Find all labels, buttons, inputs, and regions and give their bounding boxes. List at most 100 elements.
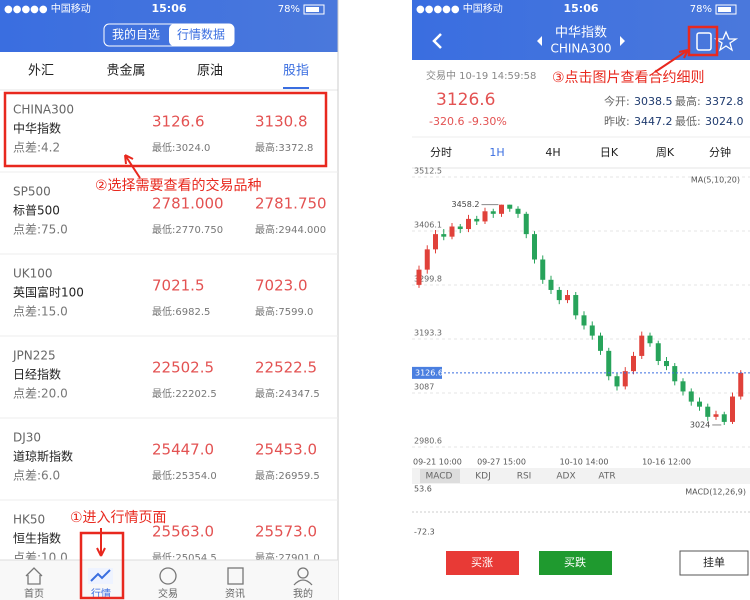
candle-body [697,401,702,407]
y-tick-label: 2980.6 [414,436,442,445]
candle-body [449,226,455,237]
y-tick-label: 3406.1 [414,221,442,230]
indicator-active [420,469,460,483]
battery: 78% [690,4,712,15]
indicator-tab[interactable]: ADX [556,472,575,482]
candle-body [639,335,645,356]
period-tab[interactable]: 1H [489,146,504,159]
arrow [654,49,689,73]
low-annotation: 3024 [690,420,710,429]
candle-body [556,289,562,301]
spread: 点差:75.0 [13,223,68,237]
buy-up-button[interactable] [446,551,519,575]
annotation: ③点击图片查看合约细则 [552,70,705,86]
period-tab[interactable]: 分时 [430,146,452,159]
stat-value: 3024.0 [705,115,744,128]
tab-underline [283,87,309,89]
spread: 点差:6.0 [13,469,60,483]
button-label[interactable]: 挂单 [703,555,725,569]
arrow [124,154,141,179]
nav-label[interactable]: 资讯 [225,588,245,600]
legend: MA(5,10,20) [691,176,740,185]
y-tick-label: 3193.3 [414,329,442,338]
indicator-tab[interactable]: ATR [598,472,615,482]
buy-price: 7023.0 [255,277,308,295]
y-tick-label: 3512.5 [414,167,442,176]
y-tick-label: 3299.8 [414,274,442,283]
symbol-name: 恒生指数 [13,531,61,546]
stat-label: 昨收: [604,114,630,128]
tab[interactable]: 外汇 [28,64,54,79]
period-tab[interactable]: 4H [545,146,560,159]
tab[interactable]: 股指 [283,64,309,79]
instrument-name: 中华指数 [555,26,607,41]
candle-body [598,335,603,351]
sell-price: 7021.5 [152,277,205,295]
period-tab[interactable]: 周K [656,146,675,159]
indicator-tab[interactable]: RSI [517,472,532,482]
period-tab[interactable]: 日K [600,146,619,159]
high-price: 最高:3372.8 [255,141,313,154]
macd-tick-label: 53.6 [414,485,432,494]
candle-body [466,218,471,230]
tab[interactable]: 原油 [197,64,223,79]
symbol-code: CHINA300 [13,103,74,117]
stat-label: 最低: [675,115,701,128]
segment[interactable]: 行情数据 [177,27,225,42]
instrument-code: CHINA300 [550,42,611,56]
stat-label: 今开: [604,94,630,108]
low-price: 最低:25354.0 [152,469,217,482]
button-label[interactable]: 买涨 [471,556,493,569]
left-header [0,0,338,52]
candle-body [705,406,711,417]
nav-label[interactable]: 首页 [24,587,44,600]
x-tick-label: 09-21 10:00 [413,458,462,467]
stat-label: 最高: [675,94,701,108]
indicator-tab[interactable]: MACD [426,472,453,482]
candle-body [622,371,628,387]
favorite-icon[interactable] [713,30,739,52]
stat-value: 3038.5 [634,95,673,108]
candle-body [532,234,537,260]
candle-body [680,381,686,392]
order-button[interactable] [679,550,749,576]
last-price: 3126.6 [436,90,495,110]
period-tab[interactable]: 分钟 [709,145,731,159]
price-change: -320.6 -9.30% [429,115,507,128]
nav-label[interactable]: 交易 [158,587,178,600]
segment-active [169,24,234,46]
spread: 点差:20.0 [13,387,68,401]
trade-time: 交易中 10-19 14:59:58 [426,69,536,82]
symbol-name: 标普500 [13,204,60,218]
contract-icon[interactable] [696,32,712,51]
buy-price: 25573.0 [255,523,317,541]
clock: 15:06 [563,2,598,15]
sell-price: 3126.6 [152,113,205,131]
right-header [412,0,750,60]
high-price: 最高:7599.0 [255,305,313,318]
tab[interactable]: 贵金属 [106,63,145,79]
symbol-code: SP500 [13,185,51,199]
candle-body [614,376,620,387]
candle-body [499,204,504,214]
stat-value: 3372.8 [705,95,744,108]
indicator-tab[interactable]: KDJ [475,472,491,482]
candle-body [573,295,579,316]
candle-body [655,343,661,362]
back-button[interactable] [432,33,442,49]
candle-body [433,234,438,250]
candle-body [730,396,735,422]
spread: 点差:15.0 [13,305,68,319]
button-label[interactable]: 买跌 [564,555,586,569]
nav-label[interactable]: 我的 [293,587,313,600]
candle-body [738,372,744,397]
clock: 15:06 [151,2,186,15]
low-price: 最低:6982.5 [152,305,210,318]
buy-down-button[interactable] [539,551,612,575]
current-price-label: 3126.6 [415,368,443,377]
y-tick-label: 3087 [414,382,434,391]
candle-body [490,211,496,214]
segment[interactable]: 我的自选 [112,27,160,42]
nav-bar [0,560,338,600]
